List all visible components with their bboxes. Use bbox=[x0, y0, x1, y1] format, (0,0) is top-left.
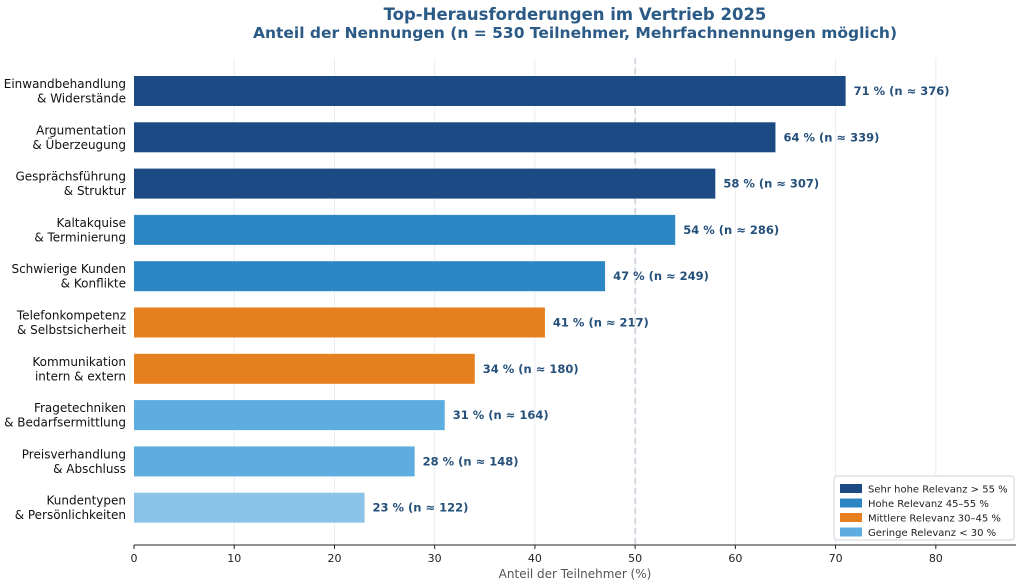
data-label: 28 % (n ≈ 148) bbox=[423, 454, 519, 468]
chart-title: Top-Herausforderungen im Vertrieb 2025 bbox=[384, 5, 767, 24]
legend-swatch bbox=[840, 498, 862, 508]
category-label-line: & Überzeugung bbox=[32, 136, 126, 152]
data-label: 34 % (n ≈ 180) bbox=[483, 362, 579, 376]
x-tick-label: 80 bbox=[929, 552, 943, 565]
legend-label: Hohe Relevanz 45–55 % bbox=[868, 499, 989, 510]
category-label-line: Telefonkompetenz bbox=[16, 309, 126, 323]
data-label: 41 % (n ≈ 217) bbox=[553, 316, 649, 330]
x-tick-label: 30 bbox=[428, 552, 442, 565]
bar bbox=[134, 168, 716, 199]
x-tick-label: 20 bbox=[327, 552, 341, 565]
category-label: Preisverhandlung & Abschluss bbox=[22, 447, 126, 476]
x-axis-title: Anteil der Teilnehmer (%) bbox=[499, 567, 652, 581]
category-label-line: & Konflikte bbox=[61, 277, 126, 291]
x-axis: 0 10 20 30 40 50 60 70 80 bbox=[131, 544, 1016, 565]
data-label: 47 % (n ≈ 249) bbox=[613, 269, 709, 283]
category-label-line: & Widerstände bbox=[37, 92, 126, 106]
legend: Sehr hohe Relevanz > 55 % Hohe Relevanz 4… bbox=[833, 475, 1015, 541]
category-label-line: & Persönlichkeiten bbox=[15, 508, 126, 522]
category-label: Gesprächsführung & Struktur bbox=[16, 170, 127, 199]
x-tick-label: 40 bbox=[528, 552, 542, 565]
legend-label: Sehr hohe Relevanz > 55 % bbox=[868, 485, 1008, 496]
bar bbox=[134, 261, 606, 292]
category-label-line: intern & extern bbox=[35, 369, 126, 383]
bar bbox=[134, 76, 846, 106]
legend-label: Mittlere Relevanz 30–45 % bbox=[868, 514, 1001, 525]
legend-swatch bbox=[840, 484, 862, 493]
category-label-line: Einwandbehandlung bbox=[4, 77, 126, 91]
category-label-line: Preisverhandlung bbox=[22, 447, 126, 461]
bar bbox=[134, 122, 776, 153]
category-label: Fragetechniken & Bedarfsermittlung bbox=[4, 401, 126, 430]
category-label-line: & Selbstsicherheit bbox=[17, 323, 126, 337]
category-label: Kundentypen & Persönlichkeiten bbox=[15, 494, 126, 523]
category-label-line: & Abschluss bbox=[53, 462, 126, 476]
category-label-line: & Bedarfsermittlung bbox=[4, 416, 126, 430]
category-label: Schwierige Kunden & Konflikte bbox=[11, 262, 126, 291]
legend-swatch bbox=[840, 527, 862, 537]
category-label: Telefonkompetenz & Selbstsicherheit bbox=[16, 309, 126, 338]
data-label: 58 % (n ≈ 307) bbox=[723, 177, 819, 191]
category-label: Argumentation & Überzeugung bbox=[32, 123, 126, 152]
category-label-line: Argumentation bbox=[36, 123, 126, 137]
data-label: 23 % (n ≈ 122) bbox=[373, 501, 469, 515]
category-label: Kaltakquise & Terminierung bbox=[34, 216, 126, 245]
x-tick-label: 0 bbox=[131, 552, 138, 565]
category-label-line: Kundentypen bbox=[47, 494, 127, 508]
chart-subtitle: Anteil der Nennungen (n = 530 Teilnehmer… bbox=[253, 24, 897, 42]
category-label: Kommunikation intern & extern bbox=[32, 355, 126, 384]
category-label-line: Gesprächsführung bbox=[16, 170, 127, 184]
bar bbox=[134, 307, 545, 338]
bars: 71 % (n ≈ 376) Einwandbehandlung & Widerst… bbox=[4, 76, 950, 523]
data-label: 31 % (n ≈ 164) bbox=[453, 408, 549, 422]
x-tick-label: 10 bbox=[227, 552, 241, 565]
data-label: 64 % (n ≈ 339) bbox=[783, 130, 879, 144]
bar bbox=[134, 400, 445, 431]
x-tick-label: 60 bbox=[728, 552, 742, 565]
legend-swatch bbox=[840, 513, 862, 522]
category-label-line: Fragetechniken bbox=[34, 401, 126, 415]
data-label: 71 % (n ≈ 376) bbox=[854, 84, 950, 98]
legend-box bbox=[833, 475, 1015, 541]
category-label-line: Kaltakquise bbox=[56, 216, 126, 230]
category-label-line: Schwierige Kunden bbox=[11, 262, 126, 276]
category-label-line: & Struktur bbox=[64, 184, 126, 198]
x-tick-label: 50 bbox=[628, 552, 642, 565]
bar bbox=[134, 492, 365, 523]
bar bbox=[134, 353, 475, 384]
legend-label: Geringe Relevanz < 30 % bbox=[868, 528, 996, 539]
data-label: 54 % (n ≈ 286) bbox=[683, 223, 779, 237]
category-label: Einwandbehandlung & Widerstände bbox=[4, 77, 126, 106]
bar bbox=[134, 446, 415, 477]
category-label-line: & Terminierung bbox=[34, 230, 126, 244]
bar bbox=[134, 214, 676, 245]
category-label-line: Kommunikation bbox=[32, 355, 126, 369]
x-tick-label: 70 bbox=[829, 552, 843, 565]
